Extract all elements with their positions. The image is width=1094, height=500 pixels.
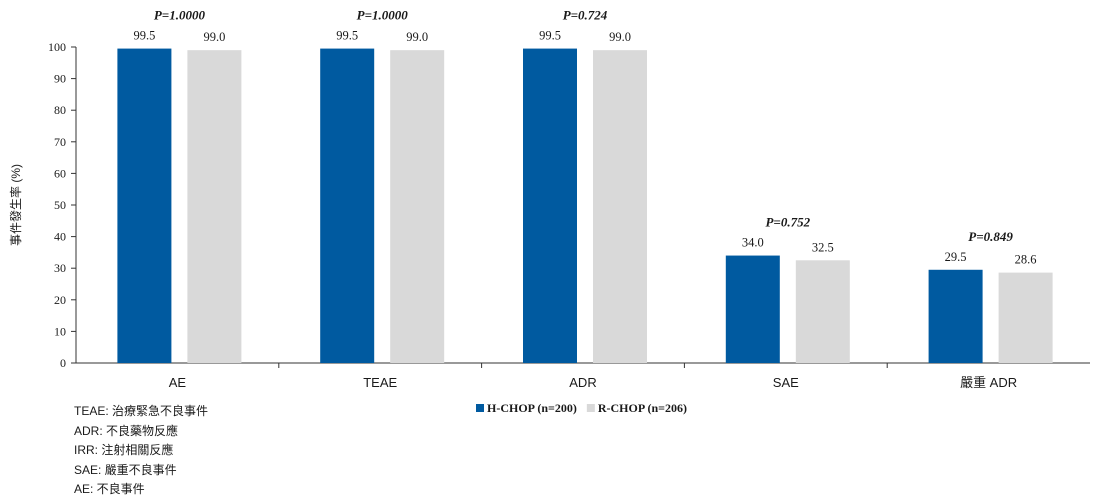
p-value-label: P=0.724 [563, 8, 608, 23]
legend-label: R-CHOP (n=206) [598, 401, 687, 415]
p-value-label: P=0.752 [765, 215, 810, 230]
data-label: 28.6 [1015, 253, 1037, 267]
data-label: 34.0 [742, 236, 764, 250]
y-tick-label: 80 [54, 103, 66, 117]
bar-h-chop [117, 48, 172, 364]
bar-h-chop [523, 48, 577, 364]
footnote-irr: IRR: 注射相關反應 [74, 443, 174, 457]
bar-h-chop [320, 48, 375, 364]
data-label: 99.0 [406, 30, 428, 44]
x-tick-label: 嚴重 ADR [960, 375, 1017, 390]
x-tick-label: AE [169, 375, 187, 390]
bar-r-chop [390, 50, 445, 363]
x-tick-label: SAE [773, 375, 799, 390]
y-tick-label: 0 [60, 356, 66, 370]
bar-r-chop [187, 50, 242, 363]
footnote-ae: AE: 不良事件 [74, 482, 145, 496]
y-tick-label: 90 [54, 72, 66, 86]
footnote-adr: ADR: 不良藥物反應 [74, 423, 179, 438]
y-tick-label: 40 [54, 230, 66, 244]
y-tick-label: 60 [54, 166, 66, 180]
data-label: 99.0 [609, 30, 631, 44]
x-tick-label: TEAE [363, 375, 397, 390]
footnote-teae: TEAE: 治療緊急不良事件 [74, 404, 209, 418]
y-tick-label: 20 [54, 293, 66, 307]
data-label: 99.5 [539, 29, 561, 43]
p-value-label: P=0.849 [968, 229, 1013, 244]
data-label: 29.5 [945, 250, 967, 264]
bar-h-chop [928, 269, 983, 363]
data-label: 32.5 [812, 240, 834, 254]
y-tick-label: 50 [54, 198, 66, 212]
legend-label: H-CHOP (n=200) [487, 401, 577, 415]
p-value-label: P=1.0000 [154, 8, 206, 23]
x-tick-label: ADR [569, 375, 596, 390]
legend-swatch [476, 404, 484, 412]
data-label: 99.0 [203, 30, 225, 44]
y-axis-label: 事件發生率 (%) [8, 164, 23, 246]
bar-r-chop [795, 260, 850, 363]
legend-swatch [586, 404, 595, 412]
footnotes: TEAE: 治療緊急不良事件 ADR: 不良藥物反應 IRR: 注射相關反應 S… [74, 402, 208, 500]
data-label: 99.5 [133, 29, 155, 43]
footnote-sae: SAE: 嚴重不良事件 [74, 462, 177, 477]
bar-r-chop [593, 50, 647, 363]
bar-h-chop [725, 255, 780, 363]
p-value-label: P=1.0000 [357, 8, 409, 23]
data-label: 99.5 [336, 29, 358, 43]
y-tick-label: 70 [54, 135, 66, 149]
bar-r-chop [998, 272, 1053, 363]
y-tick-label: 10 [54, 324, 66, 338]
plot-area: 0 10 20 30 40 50 60 70 80 90 100 AE 99.5 99.0 P=1.0000… [48, 8, 1090, 415]
y-tick-label: 100 [48, 40, 66, 54]
y-tick-label: 30 [54, 261, 66, 275]
